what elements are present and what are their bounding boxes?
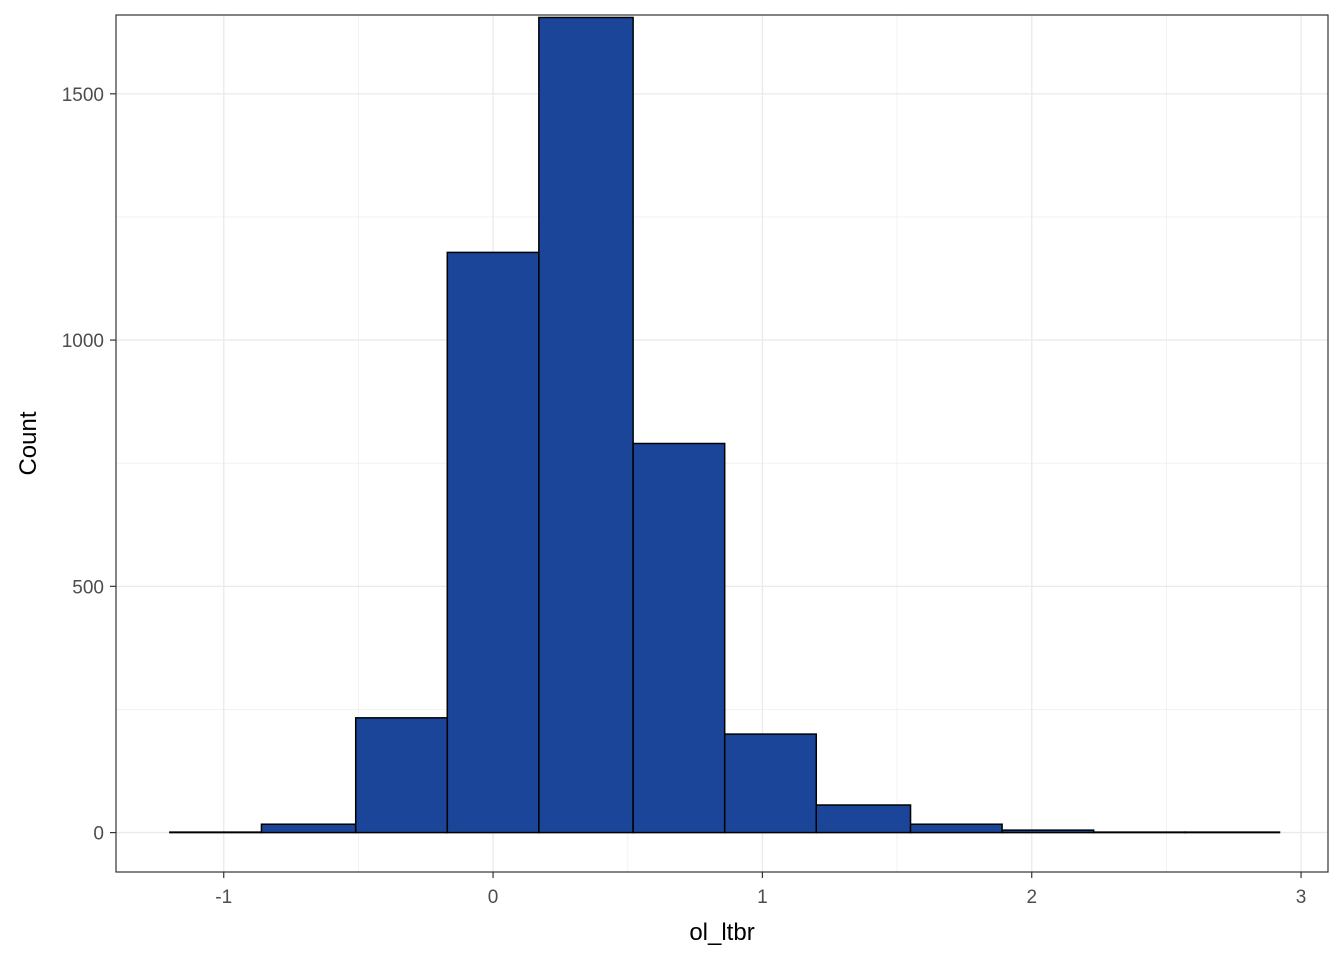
y-tick-label: 500 (72, 577, 104, 598)
histogram-bar (446, 251, 540, 834)
histogram-bar (1184, 831, 1281, 834)
histogram-bar (260, 823, 357, 834)
x-tick-label: 0 (488, 887, 499, 908)
x-tick-label: -1 (215, 887, 232, 908)
histogram-bar (723, 733, 818, 834)
histogram-bar (538, 16, 634, 834)
histogram-bars (169, 16, 1281, 834)
x-tick-label: 3 (1296, 887, 1307, 908)
histogram-bar (632, 442, 726, 834)
y-tick-label: 0 (93, 824, 104, 845)
x-axis-title: ol_ltbr (689, 919, 754, 946)
x-tick-label: 2 (1026, 887, 1037, 908)
y-axis-title: Count (15, 411, 42, 475)
histogram-bar (354, 717, 449, 834)
y-tick-label: 1500 (62, 85, 104, 106)
histogram-bar (1001, 829, 1095, 834)
x-tick-label: 1 (757, 887, 768, 908)
histogram-bar (909, 823, 1003, 834)
y-axis-ticks: 0 500 1000 1500 (62, 85, 116, 845)
histogram-bar (169, 831, 263, 834)
panel-border (115, 14, 1329, 873)
histogram-bar (1092, 831, 1187, 834)
x-axis-ticks: -1 0 1 2 3 (215, 872, 1306, 908)
y-tick-label: 1000 (62, 331, 104, 352)
histogram-bar (815, 804, 912, 834)
